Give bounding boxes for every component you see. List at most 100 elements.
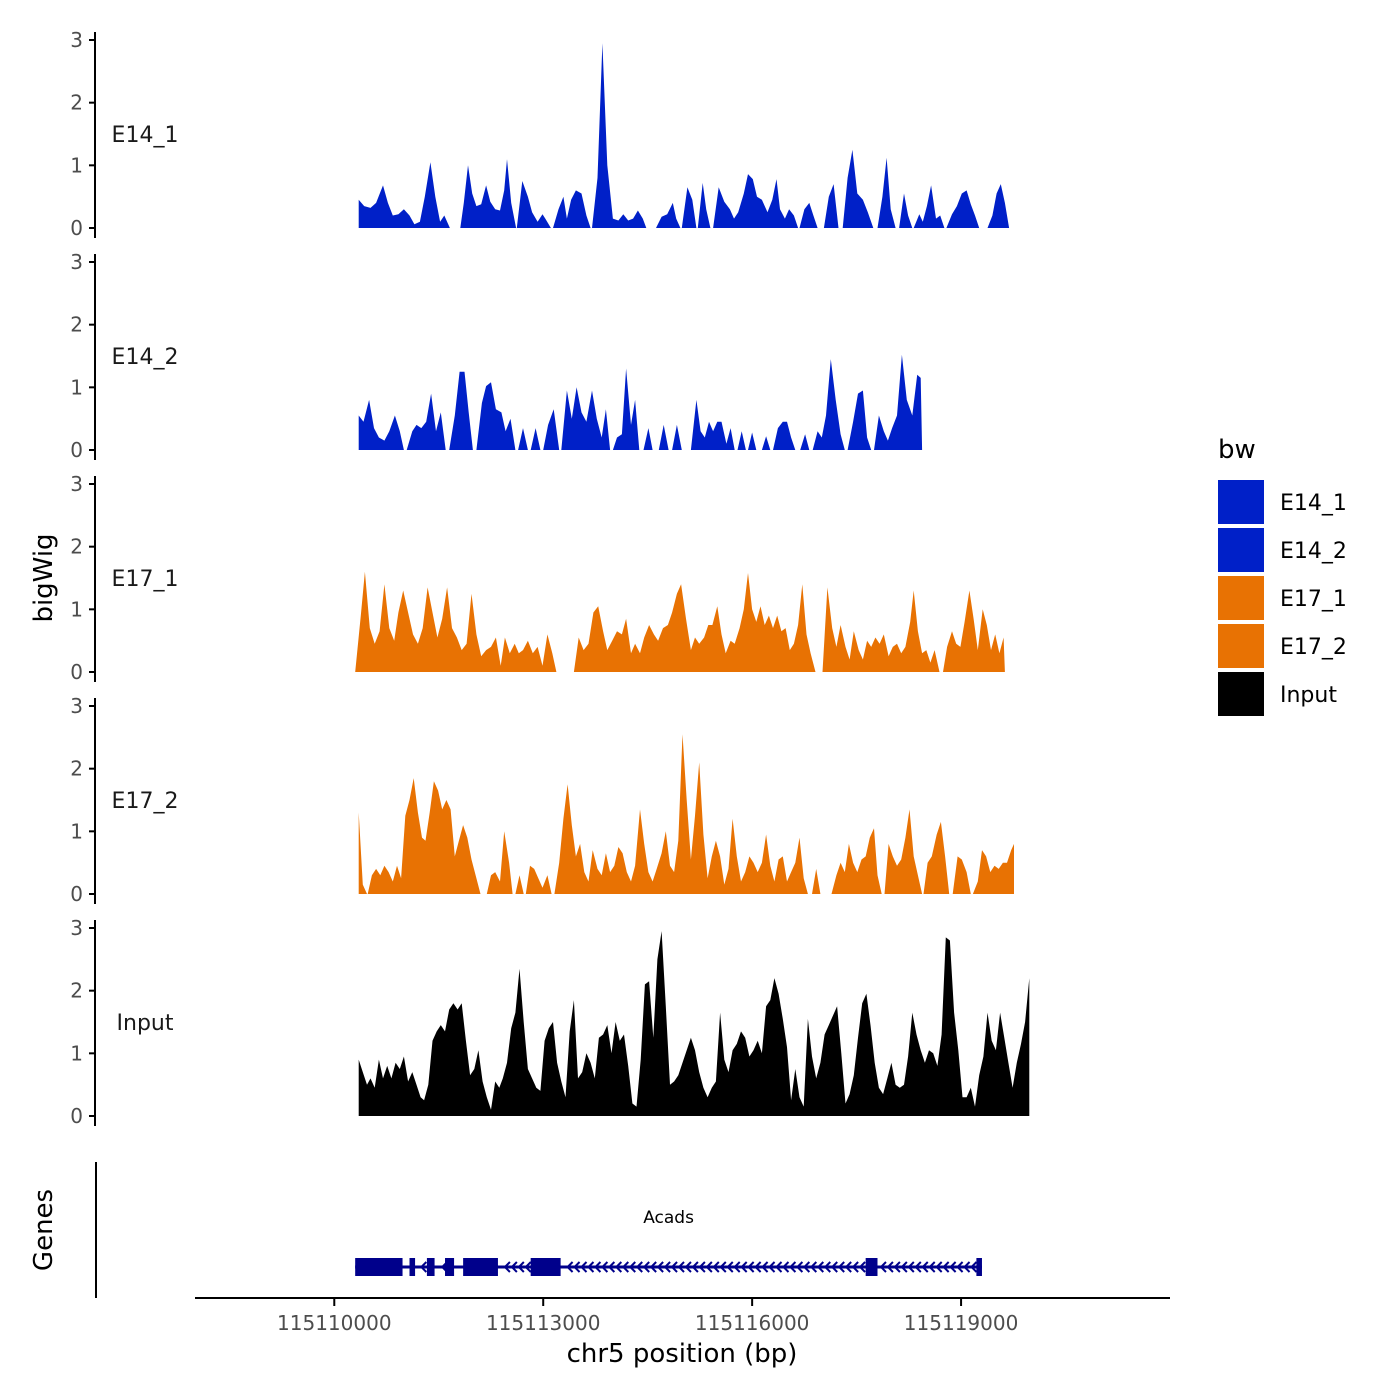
y-tick-label: 1 <box>70 819 83 843</box>
y-tick-label: 1 <box>70 153 83 177</box>
strand-arrow <box>740 1261 748 1273</box>
gene-exon <box>865 1258 878 1276</box>
strand-arrow <box>830 1261 838 1273</box>
strand-arrow <box>517 1261 525 1273</box>
y-tick-label: 3 <box>70 916 83 940</box>
strand-arrow <box>705 1261 713 1273</box>
strand-arrow <box>754 1261 762 1273</box>
legend-swatch <box>1218 624 1264 668</box>
legend: bw E14_1 E14_2 E17_1 E17_2 Input <box>1218 435 1347 716</box>
strand-arrow <box>844 1261 852 1273</box>
strand-arrow <box>726 1261 734 1273</box>
strand-arrow <box>677 1261 685 1273</box>
y-axis-title: bigWig <box>29 533 59 622</box>
strand-arrow <box>879 1261 887 1273</box>
strand-arrow <box>858 1261 866 1273</box>
x-tick-label: 115119000 <box>904 1311 1019 1335</box>
strand-arrow <box>795 1261 804 1273</box>
strand-arrow <box>503 1261 511 1273</box>
y-tick-label: 2 <box>70 91 83 115</box>
strand-arrow <box>587 1261 595 1273</box>
legend-swatch <box>1218 480 1264 524</box>
strand-arrow <box>600 1261 609 1273</box>
strand-arrow <box>663 1261 671 1273</box>
strand-arrow <box>949 1261 957 1273</box>
y-tick-label: 0 <box>70 660 83 684</box>
signal-tracks: 0 1 2 3 E14_1 0 1 2 3 E14_2 0 1 2 3 E17_1 0 1 2 3 E17_2 0 1 2 3… <box>70 28 1030 1128</box>
strand-arrow <box>670 1261 678 1273</box>
y-tick-label: 0 <box>70 1104 83 1128</box>
y-tick-label: 2 <box>70 757 83 781</box>
y-tick-label: 1 <box>70 375 83 399</box>
strand-arrow <box>956 1261 964 1273</box>
strand-arrow <box>809 1261 818 1273</box>
signal-area <box>358 43 1010 228</box>
track-label: E14_2 <box>112 345 179 370</box>
y-tick-label: 3 <box>70 250 83 274</box>
y-tick-label: 2 <box>70 313 83 337</box>
strand-arrow <box>851 1261 859 1273</box>
y-tick-label: 0 <box>70 438 83 462</box>
signal-area <box>355 571 1005 672</box>
gene-exon <box>409 1258 416 1276</box>
strand-arrow <box>768 1261 776 1273</box>
gene-exon <box>426 1258 435 1276</box>
legend-swatch <box>1218 528 1264 572</box>
strand-arrow <box>510 1261 518 1273</box>
strand-arrow <box>635 1261 643 1273</box>
genes-axis-title: Genes <box>29 1189 59 1271</box>
legend-entry-Input: Input <box>1218 672 1337 716</box>
strand-arrow <box>907 1261 915 1273</box>
legend-label: E17_2 <box>1280 635 1347 660</box>
legend-entries: E14_1 E14_2 E17_1 E17_2 Input <box>1218 480 1347 716</box>
strand-arrow <box>914 1261 922 1273</box>
x-tick-label: 115110000 <box>277 1311 392 1335</box>
track-E17_2: 0 1 2 3 E17_2 <box>70 694 1014 906</box>
track-label: Input <box>117 1011 174 1036</box>
y-tick-label: 1 <box>70 597 83 621</box>
x-tick-label: 115113000 <box>486 1311 601 1335</box>
strand-arrow <box>419 1261 428 1273</box>
strand-arrow <box>782 1261 790 1273</box>
track-label: E17_2 <box>112 789 179 814</box>
strand-arrow <box>656 1261 664 1273</box>
signal-area <box>358 734 1014 894</box>
strand-arrow <box>816 1261 825 1273</box>
strand-arrow <box>607 1261 616 1273</box>
strand-arrow <box>698 1261 706 1273</box>
strand-arrow <box>963 1261 971 1273</box>
strand-arrow <box>747 1261 755 1273</box>
strand-arrow <box>823 1261 831 1273</box>
gene-exon <box>463 1258 498 1276</box>
legend-entry-E17_1: E17_1 <box>1218 576 1347 620</box>
y-tick-label: 3 <box>70 472 83 496</box>
x-axis-title: chr5 position (bp) <box>567 1339 798 1369</box>
gene-panel: Genes Acads <box>29 1162 982 1298</box>
y-tick-label: 0 <box>70 216 83 240</box>
legend-swatch <box>1218 576 1264 620</box>
y-tick-label: 2 <box>70 979 83 1003</box>
gene-name-label: Acads <box>643 1208 694 1228</box>
strand-arrow <box>942 1261 950 1273</box>
x-tick-label: 115116000 <box>695 1311 810 1335</box>
strand-arrow <box>921 1261 929 1273</box>
y-tick-label: 3 <box>70 28 83 52</box>
legend-label: Input <box>1280 683 1337 708</box>
signal-area <box>358 354 923 450</box>
gene-exon <box>976 1258 982 1276</box>
legend-entry-E14_2: E14_2 <box>1218 528 1347 572</box>
strand-arrow <box>691 1261 699 1273</box>
signal-area <box>358 931 1030 1116</box>
strand-arrow <box>775 1261 783 1273</box>
legend-label: E17_1 <box>1280 587 1347 612</box>
strand-arrow <box>802 1261 811 1273</box>
strand-arrow <box>524 1261 532 1273</box>
strand-arrow <box>761 1261 769 1273</box>
strand-arrow <box>733 1261 741 1273</box>
strand-arrow <box>719 1261 727 1273</box>
gene-exon <box>530 1258 561 1276</box>
strand-arrow <box>789 1261 797 1273</box>
strand-arrow <box>886 1261 894 1273</box>
y-tick-label: 3 <box>70 694 83 718</box>
strand-arrow <box>594 1261 602 1273</box>
